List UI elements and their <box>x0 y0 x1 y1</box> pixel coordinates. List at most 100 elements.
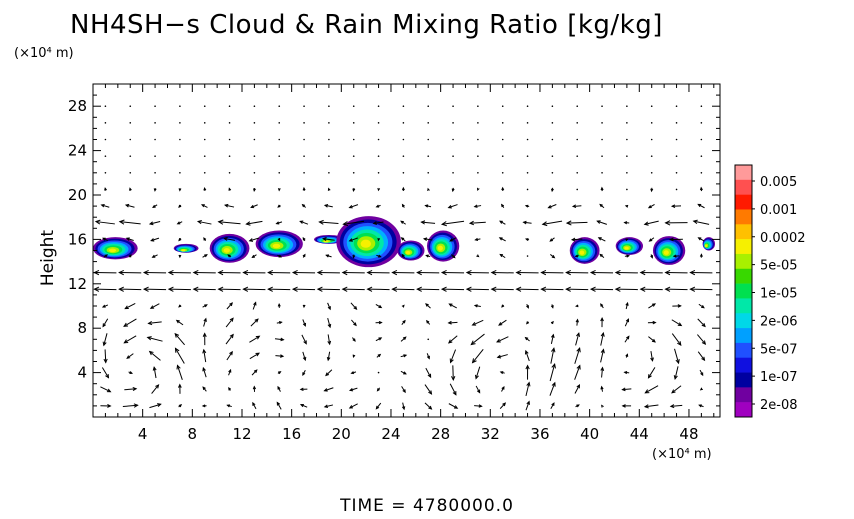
wind-vector <box>498 237 506 242</box>
wind-vector <box>377 172 380 174</box>
wind-vector <box>328 155 330 157</box>
colorbar-swatch <box>735 209 752 225</box>
wind-vector <box>228 122 231 124</box>
wind-vector <box>473 304 481 308</box>
wind-vector <box>316 269 340 276</box>
x-tick-label: 12 <box>232 425 251 443</box>
wind-vector <box>650 105 653 107</box>
wind-vector <box>277 371 282 375</box>
colorbar-swatch <box>735 328 752 344</box>
wind-vector <box>648 237 655 242</box>
colorbar-label: 0.005 <box>760 175 797 190</box>
wind-vector <box>179 172 181 174</box>
wind-vector <box>526 255 529 257</box>
cloud-blob <box>209 233 250 263</box>
wind-vector <box>600 366 605 378</box>
wind-vector <box>142 269 167 276</box>
wind-vector <box>601 105 603 107</box>
wind-vector <box>327 302 331 311</box>
wind-vector <box>303 122 305 124</box>
wind-vector <box>699 186 703 192</box>
colorbar-label: 5e-05 <box>760 259 798 274</box>
wind-vector <box>202 254 208 258</box>
wind-vector <box>416 269 440 276</box>
colorbar-swatch <box>735 224 752 240</box>
wind-vector <box>698 404 704 408</box>
wind-vector <box>477 138 479 141</box>
wind-vector <box>175 319 184 326</box>
wind-vector <box>253 138 256 141</box>
wind-vector <box>699 387 703 391</box>
wind-vector <box>574 347 581 364</box>
x-tick-label: 44 <box>630 425 649 443</box>
wind-vector <box>203 122 206 124</box>
wind-vector <box>277 238 281 242</box>
wind-vector <box>626 138 628 141</box>
wind-vector <box>228 172 231 174</box>
wind-vector <box>664 269 688 276</box>
wind-vector <box>699 253 703 258</box>
wind-vector <box>697 203 705 209</box>
wind-vector <box>352 138 355 141</box>
wind-vector <box>424 402 433 410</box>
wind-vector <box>540 269 564 276</box>
wind-vector <box>103 349 108 364</box>
wind-vector <box>302 253 306 258</box>
wind-vector <box>700 172 703 174</box>
wind-vector <box>203 138 206 141</box>
wind-vector <box>647 367 656 379</box>
x-tick-label: 32 <box>481 425 500 443</box>
wind-vector <box>276 321 283 325</box>
wind-vector <box>154 172 156 174</box>
wind-vector <box>692 219 710 225</box>
wind-vector <box>624 318 630 327</box>
wind-vector <box>551 172 554 174</box>
wind-vector <box>93 286 117 292</box>
wind-vector <box>377 237 381 242</box>
wind-vector <box>303 138 305 141</box>
x-tick-label: 48 <box>679 425 698 443</box>
wind-vector <box>328 172 330 174</box>
wind-vector <box>501 138 504 141</box>
wind-vector <box>201 404 207 408</box>
wind-vector <box>699 369 704 377</box>
wind-vector <box>427 122 430 124</box>
x-tick-label: 28 <box>431 425 450 443</box>
colorbar-frame <box>734 164 753 418</box>
wind-vector <box>178 304 182 308</box>
wind-vector <box>570 237 583 242</box>
wind-vector <box>153 188 157 192</box>
wind-vector <box>541 220 563 227</box>
wind-vector <box>650 122 653 124</box>
wind-vector <box>278 122 281 124</box>
wind-vector <box>167 286 191 292</box>
wind-vector <box>440 220 465 227</box>
wind-vector <box>601 172 603 174</box>
wind-vector <box>600 186 604 192</box>
wind-vector <box>669 404 683 409</box>
wind-vector <box>303 155 305 157</box>
wind-vector <box>318 219 339 225</box>
wind-vector <box>402 122 405 124</box>
wind-vector <box>599 203 605 209</box>
wind-vector <box>223 237 235 241</box>
wind-vector <box>276 401 282 410</box>
wind-vector <box>124 386 138 392</box>
wind-vector <box>249 335 261 343</box>
wind-vector <box>252 385 257 392</box>
x-tick-label: 8 <box>188 425 198 443</box>
wind-vector <box>377 155 380 157</box>
wind-vector <box>348 403 358 409</box>
wind-vector <box>167 269 191 276</box>
wind-vector <box>526 122 529 124</box>
wind-vector <box>601 122 603 124</box>
wind-vector <box>302 370 306 376</box>
wind-vector <box>550 402 555 409</box>
wind-vector <box>341 269 365 276</box>
wind-vector <box>226 404 232 408</box>
wind-vector <box>599 253 605 259</box>
wind-vector <box>422 237 433 241</box>
wind-vector <box>669 237 683 242</box>
wind-vector <box>448 303 457 309</box>
wind-vector <box>500 203 505 208</box>
